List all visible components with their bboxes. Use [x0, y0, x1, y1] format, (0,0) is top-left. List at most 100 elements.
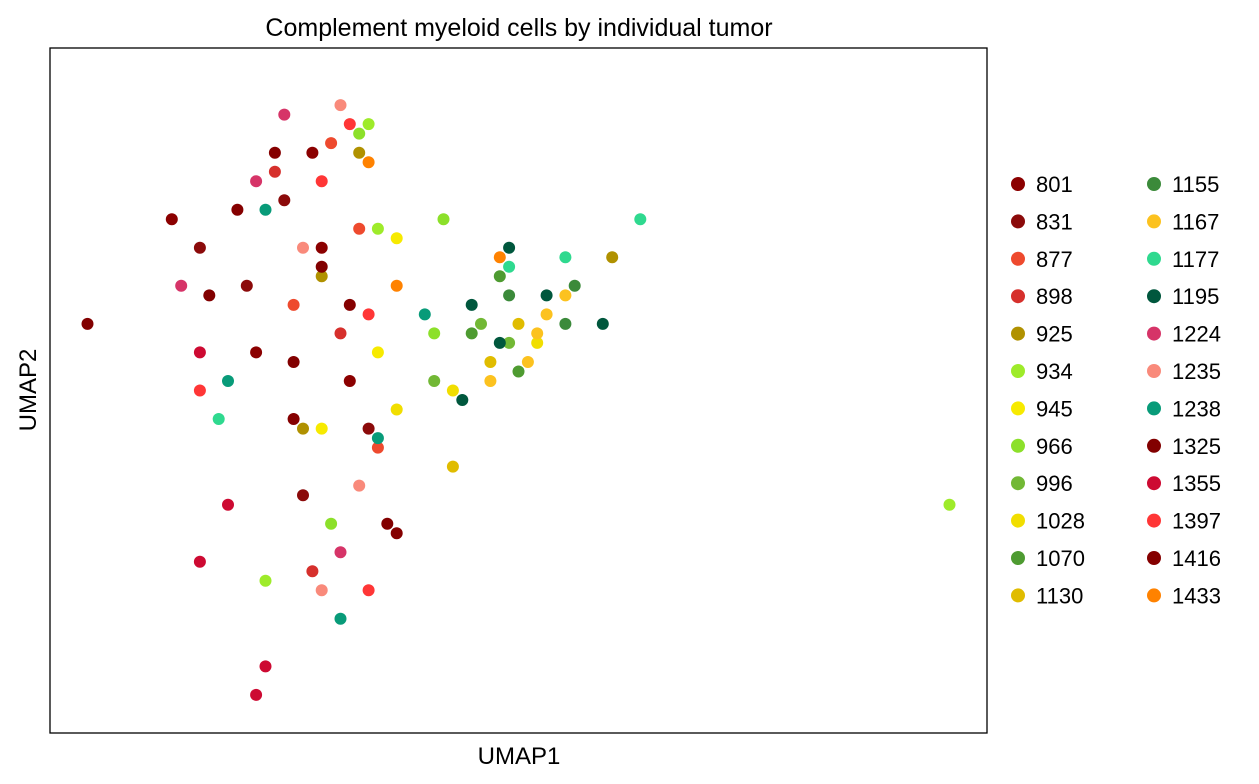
- point-925-3: [297, 423, 309, 435]
- point-966-2: [428, 327, 440, 339]
- legend-label-1167: 1167: [1172, 209, 1219, 234]
- point-1416-4: [344, 299, 356, 311]
- legend-marker-1195: [1147, 289, 1161, 303]
- legend-label-945: 945: [1036, 396, 1073, 421]
- y-axis-label: UMAP2: [15, 349, 42, 432]
- legend-item-1433: 1433: [1147, 583, 1221, 608]
- point-1130-2: [484, 356, 496, 368]
- legend-marker-1070: [1011, 551, 1025, 565]
- point-1397-0: [344, 118, 356, 130]
- point-1325-4: [288, 356, 300, 368]
- point-898-1: [335, 327, 347, 339]
- point-1235-0: [335, 99, 347, 111]
- point-1177-2: [213, 413, 225, 425]
- point-1070-2: [494, 270, 506, 282]
- point-945-1: [372, 346, 384, 358]
- legend-item-1325: 1325: [1147, 434, 1221, 459]
- legend-marker-1028: [1011, 514, 1025, 528]
- x-axis-label: UMAP1: [478, 743, 561, 770]
- point-934-2: [944, 499, 956, 511]
- point-1355-2: [194, 556, 206, 568]
- point-996-0: [475, 318, 487, 330]
- point-831-3: [363, 423, 375, 435]
- point-1235-1: [297, 242, 309, 254]
- point-801-1: [316, 242, 328, 254]
- point-1433-1: [391, 280, 403, 292]
- point-934-3: [260, 575, 272, 587]
- point-966-3: [325, 518, 337, 530]
- point-1416-0: [269, 147, 281, 159]
- point-801-3: [344, 375, 356, 387]
- legend-item-1397: 1397: [1147, 509, 1221, 534]
- legend-marker-966: [1011, 439, 1025, 453]
- point-925-2: [606, 251, 618, 263]
- point-1167-3: [484, 375, 496, 387]
- point-1195-0: [503, 242, 515, 254]
- point-1325-0: [82, 318, 94, 330]
- legend-label-1433: 1433: [1172, 583, 1221, 608]
- legend-label-1224: 1224: [1172, 322, 1221, 347]
- legend-label-1177: 1177: [1172, 247, 1219, 272]
- legend-label-925: 925: [1036, 322, 1073, 347]
- legend-marker-934: [1011, 364, 1025, 378]
- point-801-2: [250, 346, 262, 358]
- legend-label-1028: 1028: [1036, 509, 1085, 534]
- point-1416-1: [231, 204, 243, 216]
- point-877-3: [353, 223, 365, 235]
- legend-label-1355: 1355: [1172, 471, 1221, 496]
- point-1224-2: [175, 280, 187, 292]
- legend-item-1355: 1355: [1147, 471, 1221, 496]
- legend-marker-1235: [1147, 364, 1161, 378]
- point-1155-2: [503, 289, 515, 301]
- chart-title: Complement myeloid cells by individual t…: [265, 14, 772, 42]
- legend-marker-1325: [1147, 439, 1161, 453]
- point-996-1: [428, 375, 440, 387]
- point-831-0: [194, 242, 206, 254]
- point-966-0: [353, 128, 365, 140]
- point-898-2: [306, 565, 318, 577]
- point-1224-0: [278, 109, 290, 121]
- point-945-2: [316, 423, 328, 435]
- point-831-4: [297, 489, 309, 501]
- legend-label-1235: 1235: [1172, 359, 1221, 384]
- legend-marker-877: [1011, 252, 1025, 266]
- point-1167-1: [522, 356, 534, 368]
- point-1397-2: [194, 385, 206, 397]
- point-1195-2: [541, 289, 553, 301]
- legend-label-1195: 1195: [1172, 284, 1219, 309]
- legend-marker-1433: [1147, 588, 1161, 602]
- legend-marker-1355: [1147, 476, 1161, 490]
- legend-marker-1238: [1147, 401, 1161, 415]
- legend-item-898: 898: [1011, 284, 1073, 309]
- point-1238-4: [335, 613, 347, 625]
- legend-item-925: 925: [1011, 322, 1073, 347]
- legend: 8018318778989259349459669961028107011301…: [1011, 172, 1221, 608]
- point-877-0: [325, 137, 337, 149]
- point-1028-0: [447, 385, 459, 397]
- point-1416-2: [288, 413, 300, 425]
- legend-item-934: 934: [1011, 359, 1073, 384]
- point-1325-2: [316, 261, 328, 273]
- point-1130-0: [447, 461, 459, 473]
- point-1070-0: [466, 327, 478, 339]
- point-925-0: [353, 147, 365, 159]
- point-1397-1: [316, 175, 328, 187]
- legend-label-831: 831: [1036, 209, 1073, 234]
- legend-item-1028: 1028: [1011, 509, 1085, 534]
- legend-label-966: 966: [1036, 434, 1073, 459]
- legend-marker-831: [1011, 214, 1025, 228]
- legend-marker-1155: [1147, 177, 1161, 191]
- point-1235-3: [316, 584, 328, 596]
- legend-item-1416: 1416: [1147, 546, 1221, 571]
- plot-area-frame: [50, 48, 987, 733]
- point-966-1: [438, 213, 450, 225]
- point-1355-3: [250, 689, 262, 701]
- point-877-1: [288, 299, 300, 311]
- legend-item-966: 966: [1011, 434, 1073, 459]
- point-945-0: [391, 232, 403, 244]
- point-1355-4: [260, 660, 272, 672]
- legend-marker-1130: [1011, 588, 1025, 602]
- point-1070-1: [513, 366, 525, 378]
- point-934-0: [363, 118, 375, 130]
